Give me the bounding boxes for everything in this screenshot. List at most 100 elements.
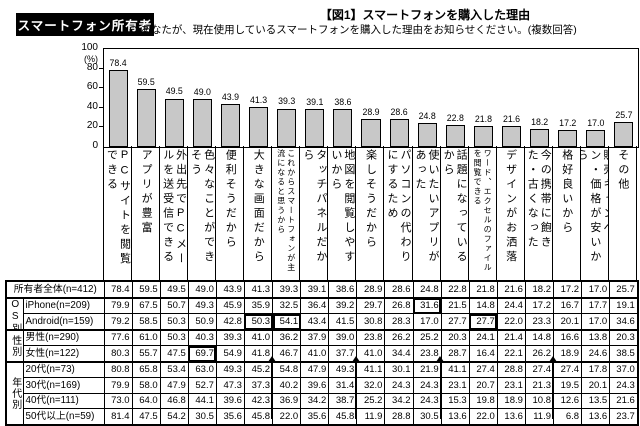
table-cell: 21.9	[412, 360, 442, 378]
table-cell: 41.0	[243, 328, 274, 346]
category-header-cell: 大きな画面だから	[244, 146, 273, 280]
table-cell: 77.6	[103, 328, 133, 346]
table-cell: 43.9	[215, 280, 245, 298]
row-label: 男性(n=290)	[22, 328, 105, 346]
table-cell: 73.0	[103, 392, 133, 409]
table-cell: 43.4	[300, 313, 330, 330]
table-cell: 39.6	[215, 392, 245, 409]
breakdown-table: 所有者全体(n=412) 78.4 59.5 49.5 49.0 43.9 41.3 39.3…	[5, 280, 639, 426]
bar-value-label: 39.1	[306, 96, 324, 107]
table-cell: 35.9	[243, 296, 274, 314]
bar	[445, 124, 465, 147]
arrow-up-annotation	[271, 362, 273, 419]
bar-value-label: 78.4	[109, 58, 127, 69]
table-cell: 37.9	[300, 328, 330, 346]
table-cell: 22.8	[440, 280, 470, 298]
category-label: 楽しそうだから	[364, 149, 377, 251]
table-cell: 39.2	[328, 296, 358, 314]
table-cell: 53.4	[159, 360, 189, 378]
table-cell: 79.9	[103, 377, 133, 394]
table-cell: 59.5	[131, 280, 161, 298]
table-cell: 19.8	[468, 392, 498, 409]
arrow-up-head-icon	[436, 356, 445, 362]
table-cell: 21.6	[496, 280, 526, 298]
category-label: 今の携帯に飽きた・古くなった	[526, 149, 552, 251]
table-cell: 45.8	[243, 408, 274, 425]
table-cell: 37.0	[609, 360, 639, 378]
owner-badge: スマートフォン所有者	[16, 13, 154, 36]
table-cell: 30.5	[187, 408, 217, 425]
table-cell: 24.1	[468, 328, 498, 346]
table-cell: 29.7	[356, 296, 386, 314]
table-cell: 39.0	[328, 328, 358, 346]
table-cell: 69.7	[187, 345, 217, 362]
table-cell: 13.6	[440, 408, 470, 425]
table-cell: 32.5	[272, 296, 302, 314]
table-cell: 27.7	[468, 313, 498, 330]
bar-value-label: 41.3	[250, 94, 268, 105]
table-cell: 54.1	[272, 313, 302, 330]
arrow-up-annotation	[439, 362, 442, 419]
row-label: 40代(n=111)	[22, 392, 105, 409]
table-cell: 38.5	[609, 345, 639, 362]
table-cell: 28.8	[384, 408, 414, 425]
table-cell: 39.3	[272, 280, 302, 298]
table-cell: 22.0	[468, 408, 498, 425]
table-cell: 78.4	[103, 280, 133, 298]
category-header-cell: 使いたいアプリがあった	[413, 146, 441, 280]
table-cell: 39.1	[300, 280, 330, 298]
bar	[164, 98, 184, 147]
y-axis-tick-label: 60	[86, 81, 98, 93]
bar	[614, 121, 634, 147]
arrow-up-annotation	[552, 362, 554, 419]
table-cell: 27.4	[552, 360, 583, 378]
table-cell: 41.1	[356, 360, 386, 378]
bar	[136, 88, 156, 147]
y-axis-tick-mark	[99, 87, 103, 89]
category-header-row: PCサイトを閲覧できる アプリが豊富 外出先でPCメールを送受信できる 色々なことがで…	[103, 146, 637, 280]
table-cell: 47.5	[131, 408, 161, 425]
category-label: アプリが豊富	[140, 149, 153, 236]
table-cell: 41.0	[300, 345, 330, 362]
table-cell: 6.8	[552, 408, 583, 425]
table-cell: 28.7	[440, 345, 470, 362]
y-axis-tick-label: 20	[86, 120, 98, 132]
bar-value-label: 49.5	[165, 86, 183, 97]
bar-value-label: 17.2	[559, 118, 577, 129]
table-cell: 49.3	[215, 360, 245, 378]
category-label: 外出先でPCメールを送受信できる	[161, 149, 187, 267]
table-cell: 13.6	[496, 408, 526, 425]
category-header-cell: これからスマートフォンが主流になると思うから	[272, 146, 301, 280]
table-cell: 20.1	[552, 313, 583, 330]
result-table: 所有者全体(n=412) 78.4 59.5 49.5 49.0 43.9 41.3 39.3…	[5, 280, 639, 426]
category-label: 地図を閲覧しやすいから	[329, 149, 355, 265]
table-cell: 27.4	[468, 360, 498, 378]
table-cell: 36.4	[300, 296, 330, 314]
table-row: 50代以上(n=59) 81.4 47.5 54.2 30.5 35.6 45.8 22.0 3…	[6, 408, 639, 425]
table-cell: 16.4	[468, 345, 498, 362]
row-label: 50代以上(n=59)	[22, 408, 105, 425]
bar	[108, 70, 128, 147]
category-header-cell: その他	[609, 146, 636, 280]
table-cell: 42.3	[243, 392, 274, 409]
category-label: これからスマートフォンが主流になると思うから	[276, 149, 296, 273]
table-cell: 15.3	[440, 392, 470, 409]
table-cell: 50.3	[159, 313, 189, 330]
table-cell: 45.8	[328, 408, 358, 425]
category-header-cell: パソコンの代わりにするため	[384, 146, 413, 280]
table-cell: 63.0	[187, 360, 217, 378]
bar-value-label: 43.9	[221, 91, 240, 102]
bar-value-label: 28.9	[362, 106, 380, 117]
table-cell: 24.3	[412, 377, 442, 394]
table-cell: 67.5	[131, 296, 161, 314]
table-cell: 18.9	[552, 345, 583, 362]
y-axis-unit-label: (%)	[84, 54, 98, 64]
table-cell: 16.7	[552, 296, 583, 314]
table-cell: 35.6	[300, 408, 330, 425]
table-cell: 47.9	[159, 377, 189, 394]
table-cell: 11.9	[524, 408, 555, 425]
bar	[417, 122, 437, 147]
bar	[192, 98, 212, 147]
table-cell: 17.2	[552, 280, 583, 298]
table-cell: 25.2	[412, 328, 442, 346]
